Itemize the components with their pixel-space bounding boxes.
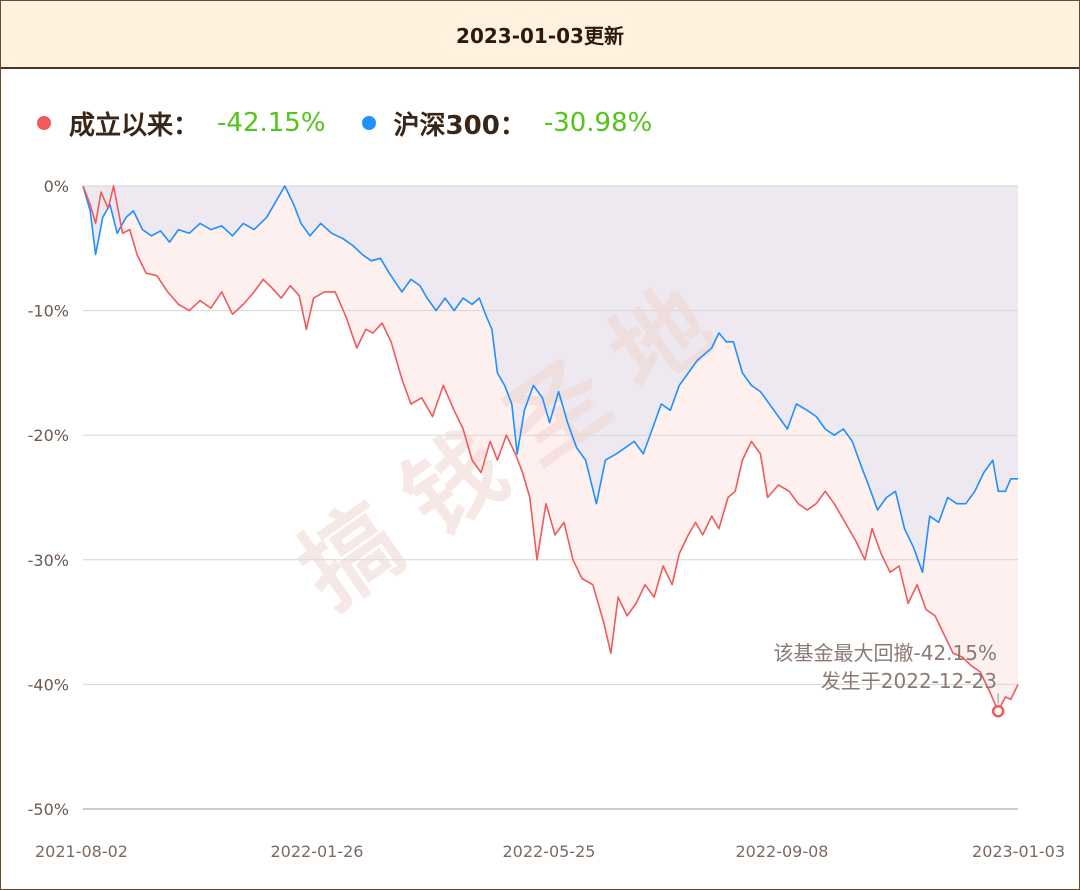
y-tick-label: 0% [44,177,69,196]
x-tick-label: 2022-05-25 [503,842,596,861]
legend: 成立以来： -42.15% 沪深300： -30.98% [37,103,688,143]
update-header: 2023-01-03更新 [1,1,1079,69]
legend-label-index: 沪深300： [393,110,526,141]
y-tick-label: -50% [28,800,69,819]
y-tick-label: -40% [28,675,69,694]
y-tick-label: -30% [28,551,69,570]
legend-value-fund: -42.15% [217,108,326,138]
x-tick-label: 2021-08-02 [35,842,128,861]
legend-label-fund: 成立以来： [69,110,200,141]
series-line-index [82,185,1018,574]
y-tick-label: -10% [28,302,69,321]
max-drawdown-point [991,704,1005,718]
x-tick-label: 2022-01-26 [271,842,364,861]
index-area [83,186,1018,573]
fund-dot-icon [37,116,51,130]
annotation-line1: 该基金最大回撤-42.15% [774,641,997,665]
legend-item-index[interactable]: 沪深300： -30.98% [361,105,653,142]
y-tick-label: -20% [28,426,69,445]
annotation-line2: 发生于2022-12-23 [821,669,997,693]
x-tick-label: 2023-01-03 [972,842,1065,861]
legend-value-index: -30.98% [543,108,653,138]
index-dot-icon [361,116,376,130]
legend-item-fund[interactable]: 成立以来： -42.15% [37,105,326,142]
series-line-fund [82,185,1019,713]
x-tick-label: 2022-09-08 [736,842,829,861]
update-date-title: 2023-01-03更新 [456,23,624,48]
